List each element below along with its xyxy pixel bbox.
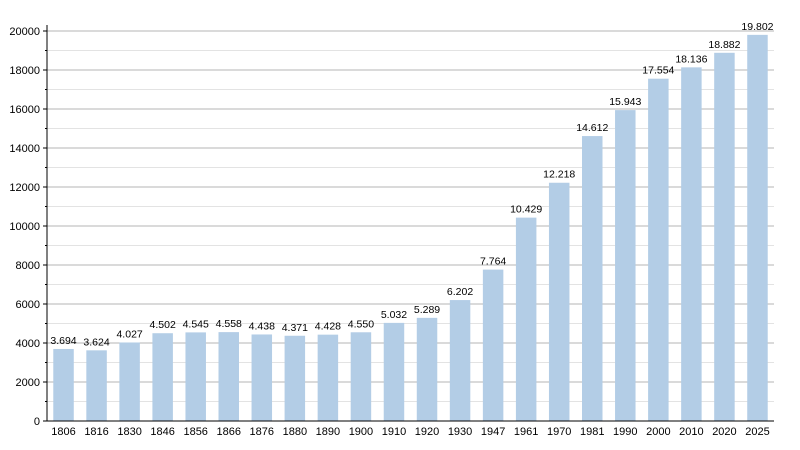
x-tick-label: 2000 xyxy=(646,426,670,438)
bar-1880 xyxy=(284,335,306,421)
bar-value-label: 19.802 xyxy=(741,21,773,33)
x-tick-label: 1947 xyxy=(481,426,505,438)
bar-1856 xyxy=(185,332,206,421)
bar-value-label: 3.624 xyxy=(83,336,109,348)
bar-1990 xyxy=(615,110,636,421)
x-tick-label: 1876 xyxy=(250,426,274,438)
bar-value-label: 5.032 xyxy=(381,309,407,321)
bar-value-label: 12.218 xyxy=(543,169,575,181)
bar-value-label: 3.694 xyxy=(50,335,76,347)
bar-value-label: 7.764 xyxy=(480,256,506,268)
bar-value-label: 4.550 xyxy=(348,318,374,330)
bar-1846 xyxy=(152,333,173,421)
bar-1920 xyxy=(416,317,438,421)
axes xyxy=(43,25,774,422)
bar-value-label: 4.558 xyxy=(216,318,242,330)
bar-2010 xyxy=(681,67,702,422)
bar-value-label: 18.136 xyxy=(675,53,707,65)
bar-1910 xyxy=(383,322,405,421)
bar-1890 xyxy=(317,334,339,421)
bar-1830 xyxy=(119,342,140,421)
bar-1900 xyxy=(350,332,372,421)
x-tick-label: 2025 xyxy=(745,426,769,438)
x-tick-label: 1981 xyxy=(580,426,604,438)
x-tick-label: 1990 xyxy=(613,426,637,438)
x-tick-label: 1920 xyxy=(415,426,439,438)
bar-2000 xyxy=(648,78,669,422)
bar-value-label: 14.612 xyxy=(576,122,608,134)
bar-value-label: 15.943 xyxy=(609,96,641,108)
labels: 0 2000 4000 6000 8000 10000 12000 14000 16000 180… xyxy=(9,21,773,438)
bar-2025 xyxy=(747,34,768,422)
bar-value-label: 4.027 xyxy=(116,328,142,340)
y-tick-label: 12000 xyxy=(9,182,40,194)
x-tick-label: 1856 xyxy=(183,426,207,438)
bar-1970 xyxy=(548,182,570,421)
y-tick-label: 14000 xyxy=(9,143,40,155)
y-tick-label: 20000 xyxy=(9,26,40,38)
x-tick-label: 1890 xyxy=(316,426,340,438)
bar-value-label: 18.882 xyxy=(708,39,740,51)
x-tick-label: 1970 xyxy=(547,426,571,438)
bar-1866 xyxy=(218,332,239,421)
bar-1961 xyxy=(515,217,537,421)
y-tick-label: 10000 xyxy=(9,221,40,233)
x-tick-label: 1930 xyxy=(448,426,472,438)
x-tick-label: 1816 xyxy=(84,426,108,438)
x-tick-label: 1830 xyxy=(117,426,141,438)
y-tick-label: 6000 xyxy=(16,299,40,311)
bar-2020 xyxy=(714,52,735,422)
x-tick-label: 1910 xyxy=(382,426,406,438)
x-tick-label: 2010 xyxy=(679,426,703,438)
y-tick-label: 2000 xyxy=(16,377,40,389)
y-tick-label: 4000 xyxy=(16,338,40,350)
bar-1930 xyxy=(449,300,471,421)
bar-value-label: 17.554 xyxy=(642,65,674,77)
bar-1981 xyxy=(582,136,603,422)
x-tick-label: 2020 xyxy=(712,426,736,438)
x-tick-label: 1961 xyxy=(514,426,538,438)
bar-1947 xyxy=(482,269,504,421)
x-tick-label: 1806 xyxy=(51,426,75,438)
x-tick-label: 1880 xyxy=(283,426,307,438)
bar-value-label: 4.438 xyxy=(249,320,275,332)
x-tick-label: 1846 xyxy=(150,426,174,438)
bar-value-label: 5.289 xyxy=(414,304,440,316)
bar-value-label: 4.545 xyxy=(183,318,209,330)
x-tick-label: 1900 xyxy=(349,426,373,438)
bar-value-label: 4.428 xyxy=(315,321,341,333)
x-tick-label: 1866 xyxy=(217,426,241,438)
y-tick-label: 16000 xyxy=(9,104,40,116)
bar-1876 xyxy=(251,334,273,421)
bar-value-label: 6.202 xyxy=(447,286,473,298)
bars xyxy=(53,34,768,422)
y-tick-label: 18000 xyxy=(9,65,40,77)
y-tick-label: 0 xyxy=(34,416,40,428)
bar-1816 xyxy=(86,350,107,421)
bar-value-label: 4.371 xyxy=(282,322,308,334)
bar-1806 xyxy=(53,348,74,421)
bar-value-label: 4.502 xyxy=(150,319,176,331)
bar-value-label: 10.429 xyxy=(510,204,542,216)
y-tick-label: 8000 xyxy=(16,260,40,272)
